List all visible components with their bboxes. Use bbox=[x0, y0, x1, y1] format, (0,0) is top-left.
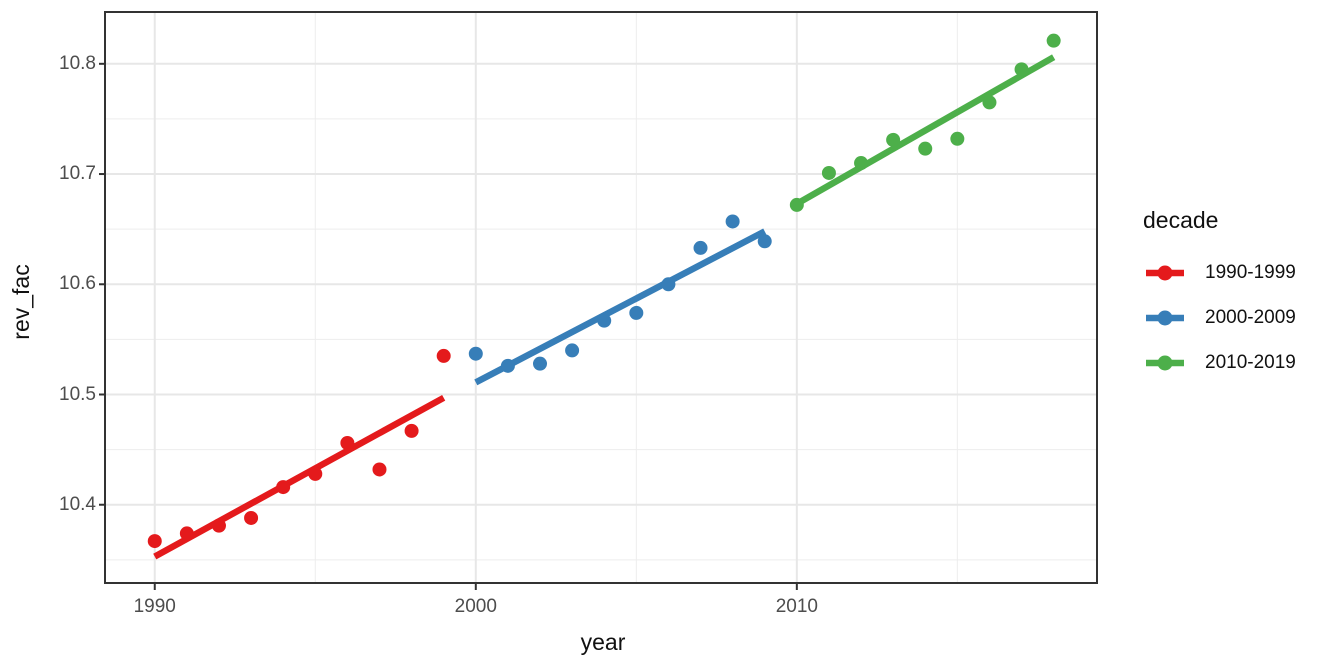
data-point bbox=[179, 526, 194, 541]
data-point bbox=[565, 343, 580, 358]
legend-item: 2000-2009 bbox=[1146, 303, 1343, 333]
plot-panel-background bbox=[105, 12, 1097, 583]
trend-line bbox=[795, 54, 1056, 207]
legend-key-line-dot-icon bbox=[1146, 265, 1184, 281]
x-tick-label: 1990 bbox=[133, 596, 176, 617]
data-point bbox=[308, 466, 323, 481]
data-point bbox=[629, 305, 644, 320]
y-tick-label: 10.8 bbox=[59, 52, 96, 74]
legend-label: 2000-2009 bbox=[1205, 307, 1296, 328]
y-axis-title: rev_fac bbox=[8, 264, 34, 340]
y-tick-label: 10.4 bbox=[59, 493, 96, 515]
data-point bbox=[1014, 62, 1029, 77]
legend-key-line-dot-icon bbox=[1146, 310, 1184, 326]
legend-key-line-dot-icon bbox=[1146, 355, 1184, 371]
data-point bbox=[276, 480, 291, 495]
data-point bbox=[789, 197, 804, 212]
legend-label: 1990-1999 bbox=[1205, 262, 1296, 283]
x-tick-label: 2010 bbox=[775, 596, 818, 617]
data-point bbox=[982, 95, 997, 110]
data-point bbox=[886, 132, 901, 147]
data-point bbox=[147, 534, 162, 549]
x-axis-title: year bbox=[580, 629, 626, 655]
data-point bbox=[661, 277, 676, 292]
data-point bbox=[725, 214, 740, 229]
trend-line bbox=[153, 394, 446, 560]
data-point bbox=[950, 131, 965, 146]
data-point bbox=[693, 240, 708, 255]
legend-item: 2010-2019 bbox=[1146, 348, 1343, 378]
y-tick-label: 10.5 bbox=[59, 383, 96, 405]
data-point bbox=[918, 141, 933, 156]
plot-panel-border bbox=[104, 11, 1098, 584]
data-point bbox=[533, 356, 548, 371]
legend-label: 2010-2019 bbox=[1205, 352, 1296, 373]
data-point bbox=[468, 346, 483, 361]
legend-title: decade bbox=[1143, 207, 1219, 233]
legend: decade 1990-1999 2000-2009 2010-2019 bbox=[1143, 206, 1343, 393]
y-tick-label: 10.7 bbox=[59, 163, 96, 185]
data-point bbox=[211, 518, 226, 533]
data-point bbox=[854, 156, 869, 171]
data-point bbox=[821, 165, 836, 180]
data-point bbox=[1046, 33, 1061, 48]
trend-line bbox=[474, 228, 767, 386]
legend-item: 1990-1999 bbox=[1146, 258, 1343, 288]
data-point bbox=[244, 510, 259, 525]
data-point bbox=[340, 436, 355, 451]
data-point bbox=[500, 358, 515, 373]
data-point bbox=[757, 234, 772, 249]
data-point bbox=[404, 423, 419, 438]
data-point bbox=[597, 313, 612, 328]
y-tick-label: 10.6 bbox=[59, 273, 96, 295]
x-tick-label: 2000 bbox=[454, 596, 497, 617]
data-point bbox=[436, 348, 451, 363]
data-point bbox=[372, 462, 387, 477]
